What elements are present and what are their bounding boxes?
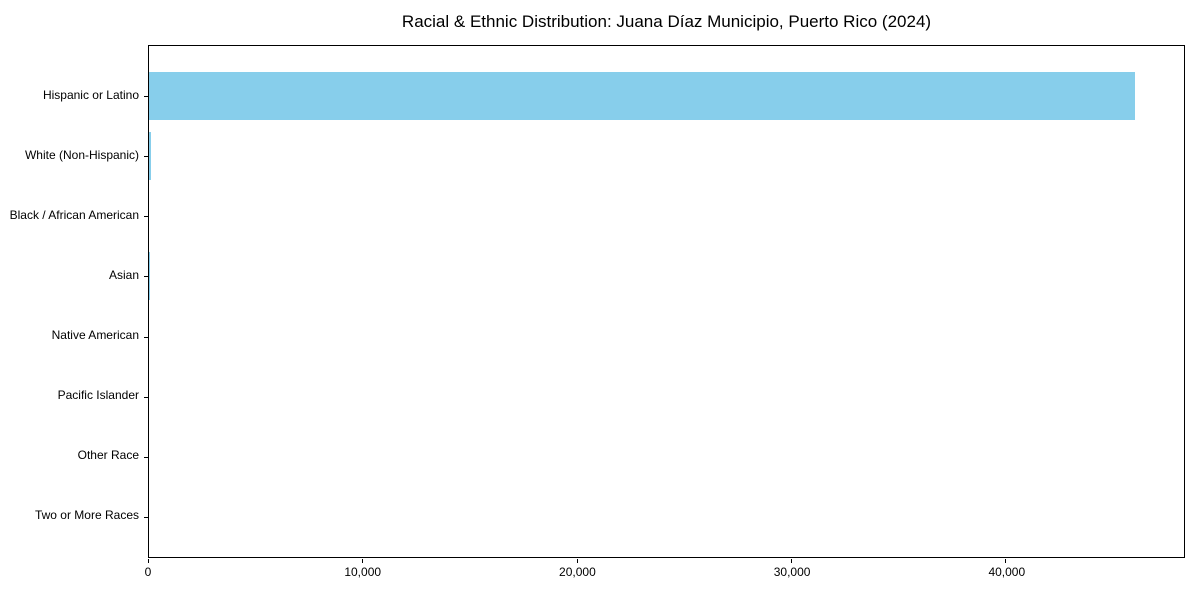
y-tick-label-other-race: Other Race [77, 448, 139, 463]
bar-asian [149, 252, 150, 301]
x-tick-label-0: 0 [144, 565, 152, 579]
y-tick-label-pacific-islander: Pacific Islander [57, 388, 139, 403]
chart-title: Racial & Ethnic Distribution: Juana Díaz… [401, 12, 932, 31]
y-axis-tick [144, 397, 148, 398]
y-tick-label-hispanic-or-latino: Hispanic or Latino [42, 87, 139, 102]
bar-hispanic-or-latino [149, 72, 1135, 121]
x-axis-tick [1005, 559, 1007, 563]
y-axis-tick [144, 337, 148, 338]
x-tick-label-20-000: 20,000 [559, 565, 596, 579]
x-axis-tick [790, 559, 792, 563]
y-axis-tick [144, 457, 148, 458]
y-tick-label-white-non-hispanic: White (Non-Hispanic) [24, 147, 139, 162]
x-axis-tick [148, 559, 149, 563]
y-tick-label-native-american: Native American [51, 328, 139, 343]
y-axis-tick [144, 96, 148, 97]
x-axis-tick [576, 559, 578, 563]
bar-white-non-hispanic [149, 132, 152, 181]
y-tick-label-black-african-american: Black / African American [9, 207, 139, 222]
y-axis-tick [144, 216, 148, 217]
y-axis-tick [144, 156, 148, 157]
x-axis-tick [362, 559, 364, 563]
y-tick-label-asian: Asian [108, 267, 139, 282]
x-tick-label-40-000: 40,000 [988, 565, 1026, 579]
y-axis-tick [144, 276, 148, 277]
x-tick-label-30-000: 30,000 [773, 565, 811, 579]
x-tick-label-10-000: 10,000 [344, 565, 382, 579]
y-tick-label-two-or-more-races: Two or More Races [34, 508, 139, 523]
y-axis-tick [144, 517, 148, 518]
y-axis-labels: Hispanic or Latino White (Non-Hispanic) Bl… [0, 45, 139, 558]
plot-area [144, 45, 1185, 563]
x-axis-labels: 0 10,000 20,000 30,000 40,000 [144, 565, 1185, 585]
